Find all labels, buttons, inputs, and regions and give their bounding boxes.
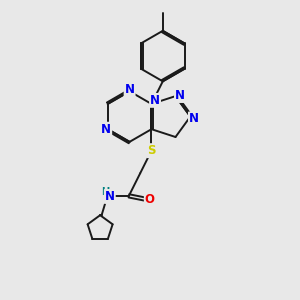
Text: N: N <box>175 89 185 102</box>
Text: S: S <box>147 144 156 157</box>
Text: H: H <box>101 187 109 197</box>
Text: N: N <box>105 190 115 203</box>
Text: N: N <box>124 83 135 96</box>
Text: N: N <box>150 94 160 107</box>
Text: N: N <box>101 123 111 136</box>
Text: N: N <box>189 112 199 125</box>
Text: O: O <box>145 193 155 206</box>
